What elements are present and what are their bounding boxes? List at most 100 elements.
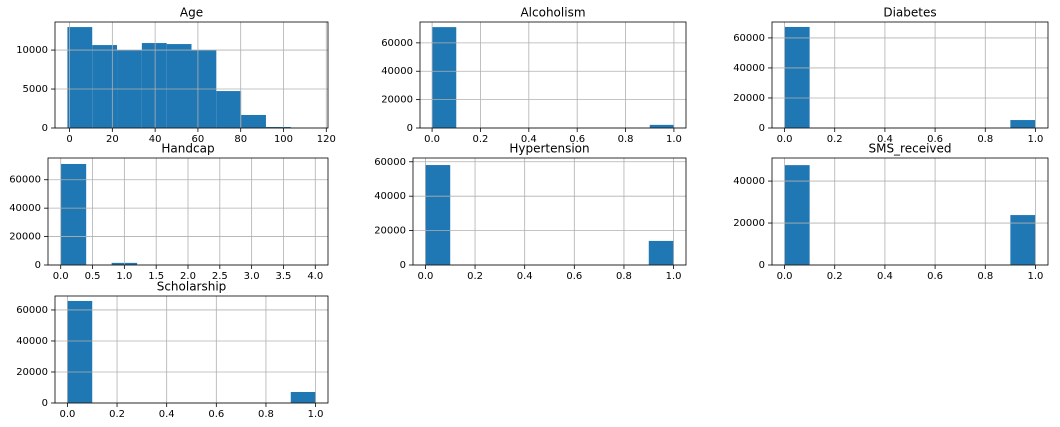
x-tick-label: 0.8 bbox=[977, 134, 993, 145]
x-tick-label: 0.0 bbox=[53, 271, 69, 282]
bar bbox=[67, 300, 93, 403]
bar bbox=[290, 391, 316, 403]
x-tick-label: 100 bbox=[274, 134, 293, 145]
x-tick-label: 1.0 bbox=[308, 409, 324, 420]
y-tick-label: 0 bbox=[35, 260, 41, 271]
y-tick-label: 60000 bbox=[9, 175, 41, 186]
x-tick-label: 0.0 bbox=[777, 271, 793, 282]
x-tick-label: 1.0 bbox=[1028, 134, 1044, 145]
axes-frame bbox=[771, 157, 1049, 266]
bar bbox=[784, 26, 810, 128]
bar bbox=[648, 240, 674, 265]
x-tick-label: 0.2 bbox=[827, 134, 843, 145]
x-tick-label: 0.5 bbox=[85, 271, 101, 282]
x-tick-label: 0.0 bbox=[417, 271, 433, 282]
bar bbox=[241, 114, 266, 128]
x-tick-label: 20 bbox=[106, 134, 119, 145]
y-tick-label: 0 bbox=[759, 260, 765, 271]
chart-title: Alcoholism bbox=[520, 6, 585, 20]
x-tick-label: 0.6 bbox=[208, 409, 224, 420]
y-tick-label: 40000 bbox=[733, 63, 765, 74]
y-tick-label: 10000 bbox=[16, 45, 48, 56]
x-tick-label: 0.8 bbox=[616, 271, 632, 282]
x-tick-label: 4.0 bbox=[307, 271, 323, 282]
bar bbox=[67, 27, 93, 128]
x-tick-label: 1.0 bbox=[666, 271, 682, 282]
axes-frame bbox=[419, 21, 687, 129]
bar bbox=[166, 44, 192, 128]
x-tick-label: 0.0 bbox=[777, 134, 793, 145]
axes-frame bbox=[47, 157, 329, 266]
x-tick-label: 0.2 bbox=[467, 271, 483, 282]
chart-title: Hypertension bbox=[509, 142, 589, 156]
x-tick-label: 0.2 bbox=[827, 271, 843, 282]
bar bbox=[216, 91, 242, 128]
y-tick-label: 5000 bbox=[23, 84, 48, 95]
x-tick-label: 0.2 bbox=[473, 134, 489, 145]
y-tick-label: 60000 bbox=[733, 33, 765, 44]
x-tick-label: 2.5 bbox=[212, 271, 228, 282]
x-tick-label: 0.8 bbox=[618, 134, 634, 145]
chart-title: SMS_received bbox=[868, 142, 951, 156]
chart-title: Scholarship bbox=[157, 280, 227, 294]
x-tick-label: 0.4 bbox=[517, 271, 533, 282]
y-tick-label: 20000 bbox=[374, 226, 406, 237]
x-tick-label: 60 bbox=[192, 134, 205, 145]
x-tick-label: 80 bbox=[234, 134, 247, 145]
x-tick-label: 1.0 bbox=[116, 271, 132, 282]
x-tick-label: 0.4 bbox=[159, 409, 175, 420]
x-tick-label: 0.8 bbox=[977, 271, 993, 282]
x-tick-label: 3.5 bbox=[276, 271, 292, 282]
x-tick-label: 120 bbox=[317, 134, 336, 145]
bar bbox=[432, 27, 457, 129]
x-tick-label: 1.5 bbox=[148, 271, 164, 282]
x-tick-label: 40 bbox=[149, 134, 162, 145]
x-tick-label: 0.4 bbox=[877, 134, 893, 145]
y-tick-label: 40000 bbox=[733, 176, 765, 187]
y-tick-label: 60000 bbox=[381, 38, 413, 49]
axes-frame bbox=[412, 157, 687, 266]
y-tick-label: 40000 bbox=[16, 336, 48, 347]
x-tick-label: 0.0 bbox=[59, 409, 75, 420]
x-tick-label: 3.0 bbox=[244, 271, 260, 282]
y-tick-label: 20000 bbox=[733, 218, 765, 229]
y-tick-label: 20000 bbox=[9, 232, 41, 243]
bar bbox=[60, 163, 87, 265]
y-tick-label: 0 bbox=[400, 260, 406, 271]
y-tick-label: 40000 bbox=[381, 66, 413, 77]
x-tick-label: 0.6 bbox=[927, 271, 943, 282]
y-tick-label: 60000 bbox=[374, 157, 406, 168]
y-tick-label: 20000 bbox=[16, 367, 48, 378]
x-tick-label: 0.6 bbox=[927, 134, 943, 145]
x-tick-label: 0.4 bbox=[521, 134, 537, 145]
bar bbox=[1010, 215, 1036, 265]
y-tick-label: 20000 bbox=[733, 93, 765, 104]
x-tick-label: 1.0 bbox=[666, 134, 682, 145]
x-tick-label: 0 bbox=[66, 134, 72, 145]
axes-frame bbox=[771, 21, 1049, 129]
y-tick-label: 0 bbox=[759, 123, 765, 134]
y-tick-label: 60000 bbox=[16, 305, 48, 316]
bar bbox=[92, 45, 118, 128]
x-tick-label: 1.0 bbox=[1028, 271, 1044, 282]
chart-title: Age bbox=[180, 6, 203, 20]
axes-frame bbox=[54, 21, 329, 129]
bar bbox=[265, 126, 291, 128]
bar bbox=[141, 43, 167, 129]
x-tick-label: 0.0 bbox=[424, 134, 440, 145]
x-tick-label: 0.4 bbox=[877, 271, 893, 282]
y-tick-label: 0 bbox=[407, 123, 413, 134]
y-tick-label: 40000 bbox=[9, 203, 41, 214]
y-tick-label: 20000 bbox=[381, 95, 413, 106]
x-tick-label: 0.2 bbox=[109, 409, 125, 420]
x-tick-label: 0.6 bbox=[569, 134, 585, 145]
x-tick-label: 2.0 bbox=[180, 271, 196, 282]
x-tick-label: 0.8 bbox=[258, 409, 274, 420]
x-tick-label: 0.6 bbox=[566, 271, 582, 282]
bar bbox=[1010, 120, 1036, 128]
chart-title: Diabetes bbox=[883, 6, 936, 20]
chart-title: Handcap bbox=[161, 142, 214, 156]
y-tick-label: 0 bbox=[42, 123, 48, 134]
bar bbox=[425, 165, 451, 265]
